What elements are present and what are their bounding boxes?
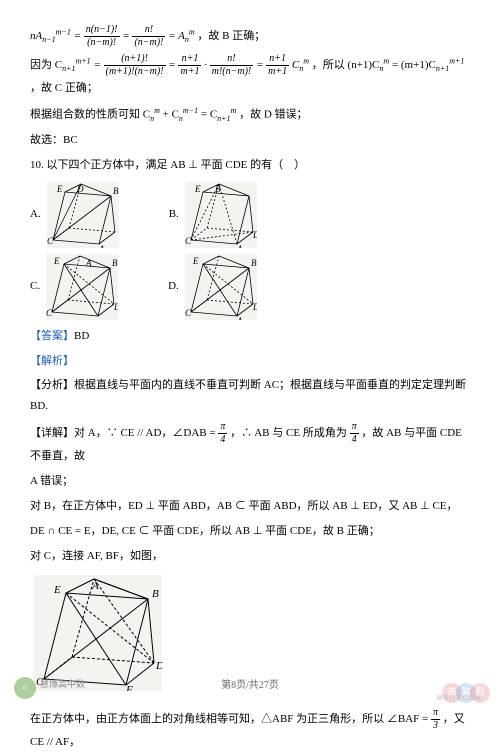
- cube-c-icon: A B C D E: [46, 254, 118, 320]
- formula-line-2: 因为 Cn+1m+1 = (n+1)!(m+1)!(n−m)! = n+1m+1…: [30, 53, 470, 99]
- svg-text:D: D: [113, 302, 118, 312]
- svg-text:B: B: [215, 184, 221, 194]
- svg-text:B: B: [251, 258, 257, 268]
- option-c: C. A B C D E: [30, 254, 118, 320]
- svg-text:C: C: [46, 308, 53, 318]
- svg-text:C: C: [185, 236, 192, 246]
- svg-text:D: D: [252, 302, 257, 312]
- detail-a-wrong: A 错误；: [30, 471, 470, 492]
- option-a: A. A B C D E: [30, 182, 119, 248]
- svg-text:A: A: [236, 316, 243, 320]
- option-d: D. A B C D E: [168, 254, 257, 320]
- cube-row-1: A. A B C D E B.: [30, 182, 470, 248]
- svg-text:A: A: [91, 580, 99, 592]
- detail-a: 【详解】对 A，∵ CE // AD，∠DAB = π4 ，∴ AB 与 CE …: [30, 421, 470, 467]
- svg-text:A: A: [236, 244, 243, 248]
- q10-text: 10. 以下四个正方体中，满足 AB ⊥ 平面 CDE 的有（ ）: [30, 155, 470, 176]
- svg-text:E: E: [192, 256, 199, 266]
- detail-c: 对 C，连接 AF, BF，如图，: [30, 546, 470, 567]
- f1-frac2: n!(n−m)!: [132, 24, 165, 49]
- svg-text:A: A: [98, 244, 105, 248]
- analysis-label: 【解析】: [30, 351, 470, 372]
- formula-line-1: nAn−1m−1 = n(n−1)!(n−m)! = n!(n−m)! = An…: [30, 24, 470, 49]
- option-b: B. A B C D E: [169, 182, 257, 248]
- svg-text:C: C: [185, 308, 192, 318]
- watermark-right-text: MXQ3.COM: [436, 692, 482, 705]
- svg-text:D: D: [252, 230, 257, 240]
- svg-text:B: B: [152, 588, 159, 600]
- svg-text:E: E: [53, 584, 61, 596]
- detail-b1: 对 B，在正方体中，ED ⊥ 平面 ABD，AB ⊂ 平面 ABD，所以 AB …: [30, 496, 470, 517]
- watermark-left-icon: ☺: [14, 677, 36, 699]
- cube-b-icon: A B C D E: [185, 182, 257, 248]
- watermark-left-text: 慧博高中数: [40, 676, 85, 693]
- svg-text:B: B: [112, 258, 118, 268]
- svg-text:A: A: [85, 258, 92, 268]
- svg-text:D: D: [76, 184, 84, 194]
- analysis-text: 【分析】根据直线与平面内的直线不垂直可判断 AC；根据直线与平面垂直的判定定理判…: [30, 375, 470, 417]
- svg-text:D: D: [155, 660, 162, 672]
- f1-frac1: n(n−1)!(n−m)!: [84, 24, 120, 49]
- formula-line-3: 根据组合数的性质可知 Cnm + Cnm−1 = Cn+1m ，故 D 错误；: [30, 103, 470, 126]
- svg-text:C: C: [47, 236, 54, 246]
- f1-left: nA: [30, 30, 42, 42]
- svg-text:E: E: [56, 184, 63, 194]
- cube-a-icon: A B C D E: [47, 182, 119, 248]
- detail-b2: DE ∩ CE = E，DE, CE ⊂ 平面 CDE，所以 AB ⊥ 平面 C…: [30, 521, 470, 542]
- cube-d-icon: A B C D E: [185, 254, 257, 320]
- svg-text:E: E: [53, 256, 60, 266]
- choice-line: 故选：BC: [30, 130, 470, 151]
- detail-c2: 在正方体中，由正方体面上的对角线相等可知，△ABF 为正三角形，所以 ∠BAF …: [30, 707, 470, 753]
- svg-text:B: B: [113, 186, 119, 196]
- big-cube-icon: A B C D E F: [34, 575, 162, 691]
- svg-text:E: E: [194, 184, 201, 194]
- cube-row-2: C. A B C D E D.: [30, 254, 470, 320]
- answer-line: 【答案】BD: [30, 326, 470, 347]
